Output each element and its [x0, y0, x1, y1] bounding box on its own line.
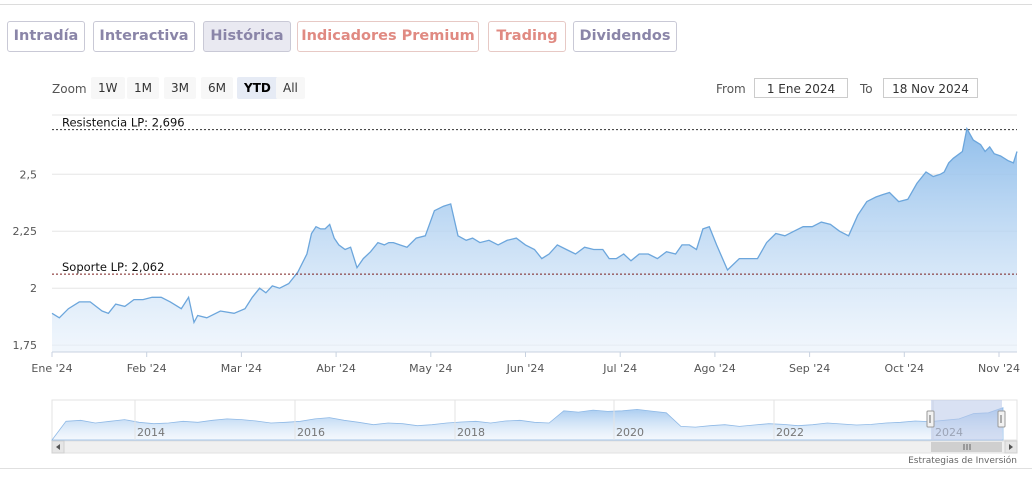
price-area — [52, 128, 1017, 352]
y-tick-label: 2,25 — [13, 225, 38, 238]
tab-interactiva[interactable]: Interactiva — [93, 21, 195, 52]
zoom-label: Zoom — [52, 82, 87, 96]
x-tick-label: Ago '24 — [694, 362, 736, 375]
zoom-all-button[interactable]: All — [276, 77, 305, 99]
top-divider — [0, 4, 1032, 5]
bottom-divider — [0, 468, 1032, 469]
tab-dividendos[interactable]: Dividendos — [573, 21, 677, 52]
y-tick-label: 1,75 — [13, 339, 38, 352]
x-tick-label: Jun '24 — [506, 362, 545, 375]
tab-intradia[interactable]: Intradía — [7, 21, 85, 52]
zoom-1w-button[interactable]: 1W — [91, 77, 125, 99]
navigator-year-label: 2022 — [776, 426, 804, 439]
range-to-label: To — [860, 82, 873, 96]
resistance-label: Resistencia LP: 2,696 — [62, 116, 185, 130]
navigator-scrollbar[interactable] — [51, 440, 1018, 454]
price-line — [51, 126, 1018, 325]
x-axis-labels: Ene '24 Feb '24 Mar '24 Abr '24 May '24 Jun '… — [31, 352, 1020, 375]
x-tick-label: Abr '24 — [316, 362, 356, 375]
scroll-left-arrow-icon — [56, 444, 60, 450]
tab-trading[interactable]: Trading — [488, 21, 566, 52]
navigator-year-label: 2020 — [616, 426, 644, 439]
y-tick-label: 2 — [30, 282, 37, 295]
y-axis-labels: 1,75 2 2,25 2,5 — [13, 168, 38, 352]
navigator-year-label: 2016 — [297, 426, 325, 439]
navigator-selection-mask[interactable] — [931, 400, 1002, 440]
scrollbar-track[interactable] — [51, 440, 1018, 454]
navigator-series — [51, 407, 1004, 441]
tab-indicadores-premium[interactable]: Indicadores Premium — [297, 21, 479, 52]
x-tick-label: Mar '24 — [221, 362, 262, 375]
y-tick-label: 2,5 — [20, 168, 38, 181]
plot-lines: Resistencia LP: 2,696 Soporte LP: 2,062 — [52, 116, 1017, 275]
zoom-1m-button[interactable]: 1M — [127, 77, 159, 99]
chart-credit: Estrategias de Inversión — [908, 456, 1017, 466]
range-from-label: From — [716, 82, 746, 96]
tab-historica[interactable]: Histórica — [203, 21, 291, 52]
zoom-3m-button[interactable]: 3M — [164, 77, 196, 99]
x-tick-label: May '24 — [409, 362, 452, 375]
navigator-year-label: 2014 — [137, 426, 165, 439]
range-to-input[interactable]: 18 Nov 2024 — [883, 78, 978, 98]
x-tick-label: Sep '24 — [789, 362, 830, 375]
x-tick-label: Nov '24 — [978, 362, 1020, 375]
scroll-right-arrow-icon — [1009, 444, 1013, 450]
navigator[interactable]: 201420162018202020222024 — [51, 399, 1018, 441]
range-from-input[interactable]: 1 Ene 2024 — [754, 78, 848, 98]
x-tick-label: Oct '24 — [885, 362, 925, 375]
x-tick-label: Ene '24 — [31, 362, 72, 375]
zoom-ytd-button[interactable]: YTD — [237, 77, 278, 99]
zoom-6m-button[interactable]: 6M — [201, 77, 233, 99]
x-tick-label: Jul '24 — [602, 362, 637, 375]
support-label: Soporte LP: 2,062 — [62, 260, 164, 274]
scrollbar-grip-icon — [963, 444, 971, 450]
x-tick-label: Feb '24 — [127, 362, 167, 375]
navigator-year-label: 2018 — [457, 426, 485, 439]
